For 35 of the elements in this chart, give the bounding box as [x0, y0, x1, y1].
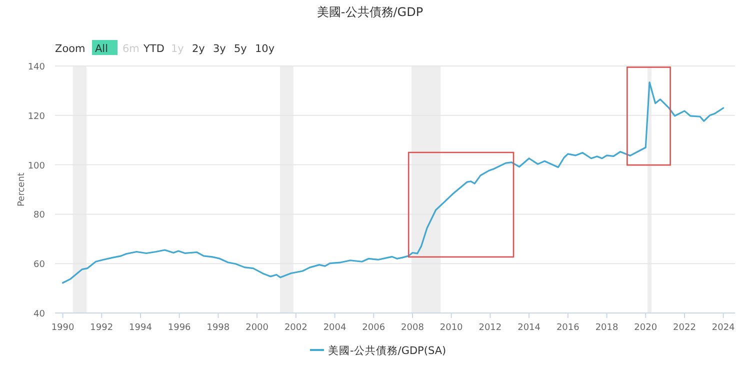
x-tick-label: 2024	[712, 323, 736, 333]
x-tick-label: 2020	[634, 323, 658, 333]
y-tick-label: 120	[28, 112, 46, 122]
text: 2y	[192, 43, 205, 55]
x-tick-label: 2016	[556, 323, 580, 333]
text: All	[95, 43, 108, 55]
x-tick-label: 2002	[284, 323, 308, 333]
y-tick-label: 60	[34, 260, 46, 270]
x-tick-label: 2014	[518, 323, 541, 333]
text: 3y	[213, 43, 226, 55]
x-tick-label: 1998	[206, 323, 230, 333]
x-tick-label: 2022	[673, 323, 696, 333]
x-tick-label: 2010	[440, 323, 464, 333]
x-tick-label: 1992	[90, 323, 114, 333]
x-tick-label: 2018	[595, 323, 618, 333]
y-axis-title: Percent	[17, 172, 27, 206]
legend-label: 美國-公共債務/GDP(SA)	[328, 344, 446, 357]
y-tick-label: 100	[28, 161, 46, 172]
text: 5y	[234, 43, 247, 55]
y-tick-label: 140	[28, 62, 46, 72]
x-tick-label: 2012	[478, 323, 502, 333]
text: 10y	[255, 43, 275, 55]
chart-title: 美國-公共債務/GDP	[316, 5, 424, 19]
line-series	[62, 82, 724, 284]
x-tick-label: 1990	[51, 323, 74, 333]
x-tick-label: 2004	[323, 323, 346, 333]
x-tick-label: 1996	[168, 323, 192, 333]
x-tick-label: 2008	[401, 323, 424, 333]
x-tick-label: 1994	[129, 323, 152, 333]
x-tick-label: 2006	[362, 323, 386, 333]
y-tick-label: 40	[34, 310, 46, 320]
y-tick-label: 80	[34, 210, 46, 221]
x-tick-label: 2000	[246, 323, 269, 333]
text: YTD	[142, 43, 164, 55]
text: Zoom	[55, 43, 86, 55]
